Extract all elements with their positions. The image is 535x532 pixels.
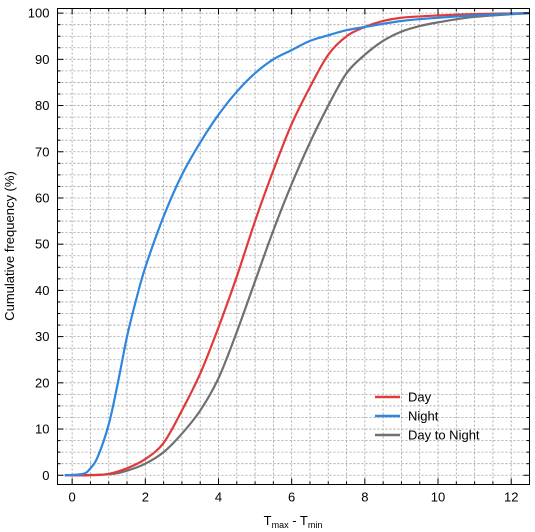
axis-ticks xyxy=(57,8,530,485)
y-tick-label: 50 xyxy=(35,237,49,252)
y-tick-label: 40 xyxy=(35,283,49,298)
x-tick-label: 12 xyxy=(504,490,518,505)
grid xyxy=(57,8,530,485)
x-tick-label: 4 xyxy=(215,490,222,505)
y-tick-label: 80 xyxy=(35,98,49,113)
y-tick-label: 60 xyxy=(35,190,49,205)
y-tick-label: 90 xyxy=(35,52,49,67)
y-tick-label: 20 xyxy=(35,375,49,390)
y-tick-label: 70 xyxy=(35,144,49,159)
y-tick-label: 0 xyxy=(42,468,49,483)
x-tick-label: 8 xyxy=(361,490,368,505)
x-tick-label: 0 xyxy=(69,490,76,505)
x-tick-label: 10 xyxy=(431,490,445,505)
y-axis-label: Cumulative frequency (%) xyxy=(2,171,17,321)
legend-label: Day xyxy=(408,390,432,405)
y-tick-label: 100 xyxy=(28,6,50,21)
y-tick-label: 30 xyxy=(35,329,49,344)
series-line-day xyxy=(64,12,530,477)
legend: Day Night Day to Night xyxy=(375,390,480,443)
legend-label: Day to Night xyxy=(408,428,480,443)
y-tick-labels: 0 10 20 30 40 50 60 70 80 90 100 xyxy=(28,6,50,483)
x-tick-labels: 0 2 4 6 8 10 12 xyxy=(69,490,519,505)
series-line-night xyxy=(64,12,530,477)
series-line-day-to-night xyxy=(64,12,530,477)
x-tick-label: 2 xyxy=(142,490,149,505)
x-tick-label: 6 xyxy=(288,490,295,505)
plot-frame xyxy=(57,8,530,485)
x-axis-label: Tmax - Tmin xyxy=(264,513,323,530)
series-lines xyxy=(64,12,530,477)
legend-label: Night xyxy=(408,409,439,424)
y-tick-label: 10 xyxy=(35,422,49,437)
